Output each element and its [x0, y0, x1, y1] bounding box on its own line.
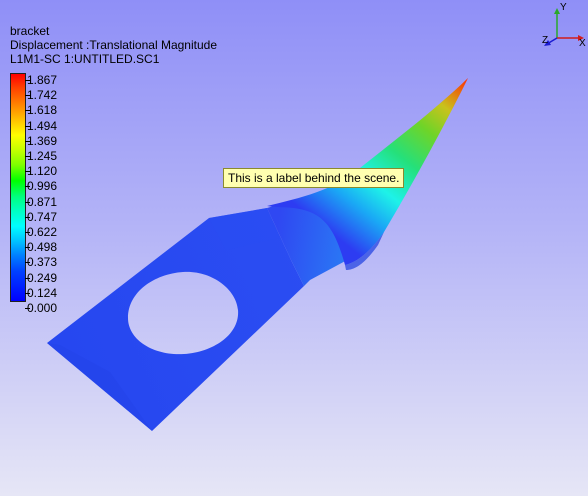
legend-label: 1.494	[24, 118, 58, 133]
legend-label: 0.622	[24, 225, 58, 239]
model-info: bracket Displacement :Translational Magn…	[10, 24, 217, 66]
legend-color-bar	[10, 73, 26, 302]
legend-label: 0.996	[24, 179, 58, 194]
legend-label: 1.245	[24, 149, 58, 163]
model-name: bracket	[10, 24, 50, 38]
load-case: L1M1-SC 1:UNTITLED.SC1	[10, 52, 160, 66]
axis-triad-icon: Y X Z	[542, 2, 586, 49]
result-type: Displacement :Translational Magnitude	[10, 38, 217, 52]
axis-z-label: Z	[542, 35, 548, 46]
legend-label: 0.249	[24, 270, 58, 285]
plate-surface	[47, 208, 304, 431]
legend-label: 0.747	[24, 209, 58, 224]
plate-shading	[47, 343, 152, 431]
legend-label: 1.618	[24, 103, 58, 118]
legend-label: 1.742	[24, 88, 58, 103]
legend-label: 0.871	[24, 194, 58, 209]
legend-label: 1.369	[24, 133, 58, 148]
legend-label: 0.498	[24, 240, 58, 255]
axis-y-label: Y	[560, 2, 567, 13]
legend-label: 1.867	[24, 73, 58, 87]
scene-label: This is a label behind the scene.	[223, 168, 405, 188]
legend-label: 0.373	[24, 255, 58, 270]
legend-label: 0.124	[24, 285, 58, 300]
legend-label: 0.000	[24, 301, 58, 315]
plate-fold-band	[209, 208, 280, 250]
flap-edge	[345, 232, 384, 270]
axis-x-label: X	[579, 38, 586, 49]
legend-label: 1.120	[24, 164, 58, 179]
